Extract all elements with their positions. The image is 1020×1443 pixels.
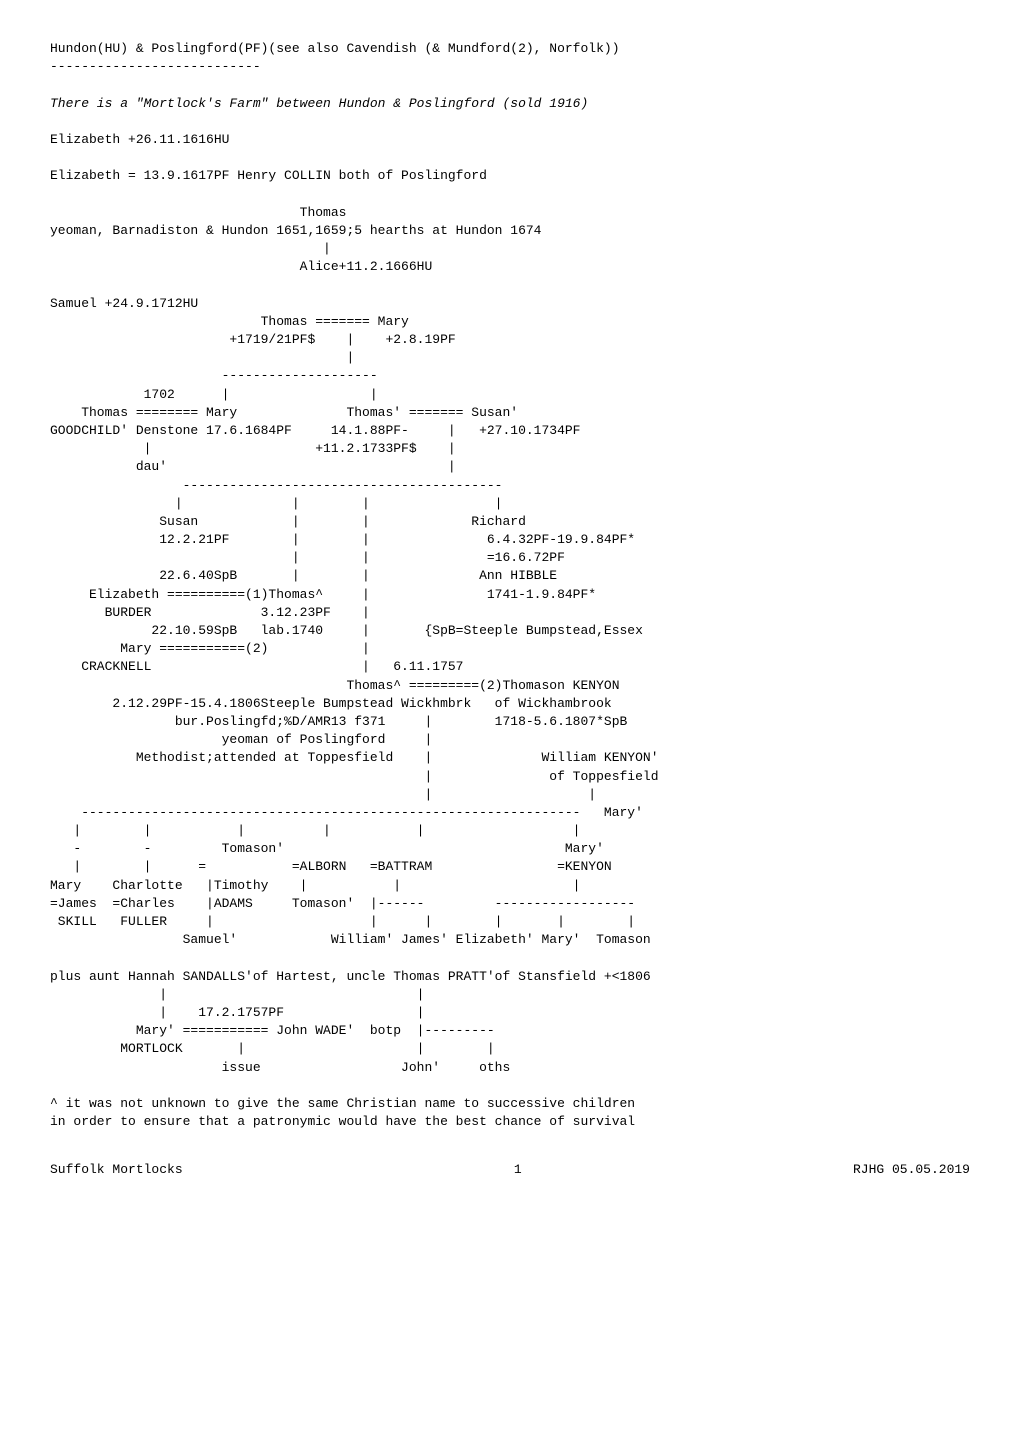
footer-right: RJHG 05.05.2019 <box>853 1161 970 1179</box>
page-footer: Suffolk Mortlocks 1 RJHG 05.05.2019 <box>50 1161 970 1179</box>
tree-block3: | | | 17.2.1757PF | Mary' =========== Jo… <box>50 986 970 1077</box>
line-elizabeth1: Elizabeth +26.11.1616HU <box>50 131 970 149</box>
line-aunt: plus aunt Hannah SANDALLS'of Hartest, un… <box>50 968 970 986</box>
header-line: Hundon(HU) & Poslingford(PF)(see also Ca… <box>50 40 970 58</box>
footer-page-number: 1 <box>514 1161 522 1179</box>
line-samuel: Samuel +24.9.1712HU <box>50 295 970 313</box>
footnote: ^ it was not unknown to give the same Ch… <box>50 1095 970 1131</box>
line-elizabeth2: Elizabeth = 13.9.1617PF Henry COLLIN bot… <box>50 167 970 185</box>
tree-block1: Thomas yeoman, Barnadiston & Hundon 1651… <box>50 204 970 277</box>
footer-left: Suffolk Mortlocks <box>50 1161 183 1179</box>
header-rule: --------------------------- <box>50 58 970 76</box>
italic-note: There is a "Mortlock's Farm" between Hun… <box>50 95 970 113</box>
tree-block2: Thomas ======= Mary +1719/21PF$ | +2.8.1… <box>50 313 970 950</box>
